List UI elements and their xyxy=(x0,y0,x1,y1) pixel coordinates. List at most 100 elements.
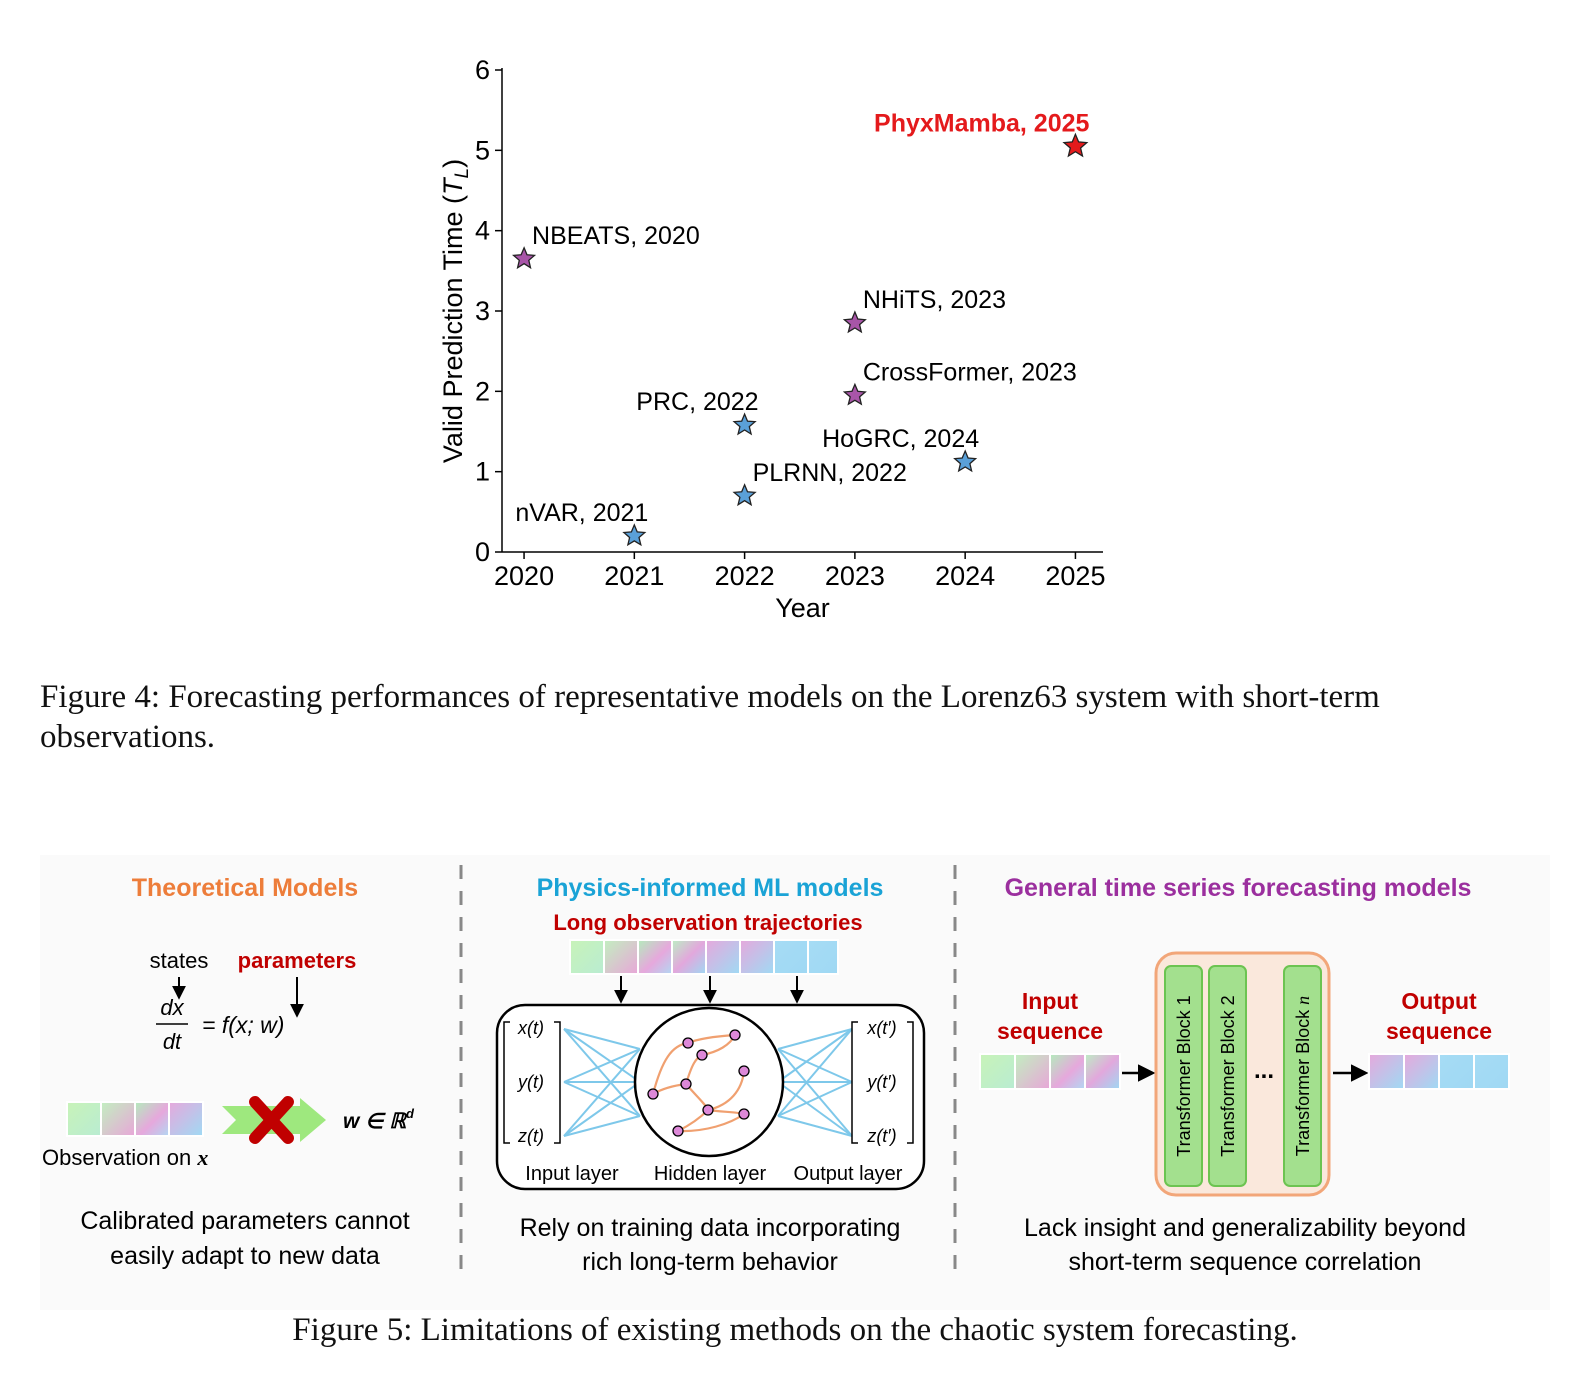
y-tick-label: 5 xyxy=(475,135,490,165)
traj-cell xyxy=(807,939,839,975)
y-tick-label: 6 xyxy=(475,55,490,85)
data-point-star xyxy=(842,310,867,334)
data-point-star xyxy=(1062,132,1089,158)
output-sequence-label-1: Output xyxy=(1401,988,1477,1014)
input-cell xyxy=(979,1053,1016,1090)
input-x: x(t) xyxy=(517,1018,544,1038)
obs-cell xyxy=(66,1101,102,1137)
y-tick-label: 1 xyxy=(475,457,490,487)
parameters-label: parameters xyxy=(238,948,357,973)
x-tick-label: 2025 xyxy=(1045,561,1105,591)
panel2-limitation-line2: rich long-term behavior xyxy=(582,1248,838,1276)
data-point-star xyxy=(732,412,757,436)
eq-rhs: = f(x; w) xyxy=(202,1012,284,1038)
output-layer-label: Output layer xyxy=(794,1163,903,1185)
transformer-block-1-label: Transformer Block 1 xyxy=(1174,995,1194,1156)
blocks-ellipsis: ... xyxy=(1254,1057,1274,1084)
transformer-block-n xyxy=(1283,965,1322,1187)
data-point-label: NBEATS, 2020 xyxy=(532,222,700,250)
y-tick-label: 0 xyxy=(475,537,490,567)
transformer-block-2 xyxy=(1208,965,1247,1187)
input-z: z(t) xyxy=(517,1126,544,1146)
traj-cell xyxy=(637,939,673,975)
traj-cell xyxy=(569,939,605,975)
x-axis-label: Year xyxy=(775,593,830,623)
data-point-label: NHiTS, 2023 xyxy=(863,286,1006,314)
input-connections xyxy=(563,1028,641,1137)
data-point-label: PLRNN, 2022 xyxy=(753,459,907,487)
transformer-block-2-label: Transformer Block 2 xyxy=(1218,995,1238,1156)
output-y: y(t′) xyxy=(865,1072,896,1092)
traj-cell xyxy=(739,939,775,975)
x-tick-label: 2020 xyxy=(494,561,554,591)
data-point-label: HoGRC, 2024 xyxy=(822,425,979,453)
eq-lhs-denominator: dt xyxy=(163,1029,182,1054)
output-connections xyxy=(777,1028,853,1137)
input-y: y(t) xyxy=(516,1072,544,1092)
traj-cell xyxy=(773,939,809,975)
obs-cell xyxy=(168,1101,204,1137)
long-trajectory-sequence xyxy=(569,939,839,975)
panel3-limitation-line2: short-term sequence correlation xyxy=(1069,1248,1422,1276)
input-layer-label: Input layer xyxy=(525,1163,619,1185)
output-cell xyxy=(1368,1053,1405,1090)
output-cell xyxy=(1403,1053,1440,1090)
y-axis-label: Valid Prediction Time (TL) xyxy=(438,159,473,463)
figure4-caption-line2: observations. xyxy=(40,719,216,755)
observation-label: Observation on x xyxy=(42,1145,208,1170)
panel1-limitation-line1: Calibrated parameters cannot xyxy=(80,1207,409,1235)
output-sequence xyxy=(1368,1053,1510,1090)
data-point-star xyxy=(732,483,757,507)
input-sequence xyxy=(979,1053,1121,1090)
output-cell xyxy=(1438,1053,1475,1090)
obs-cell xyxy=(100,1101,136,1137)
y-tick-label: 3 xyxy=(475,296,490,326)
figure4-chart: 2020 2021 2022 2023 2024 2025 0 1 2 3 4 5 6 Year Valid… xyxy=(438,55,1105,623)
output-x: x(t′) xyxy=(866,1018,896,1038)
output-bracket-right xyxy=(907,1021,914,1144)
traj-cell xyxy=(705,939,741,975)
panel3-limitation-line1: Lack insight and generalizability beyond xyxy=(1024,1214,1466,1242)
input-cell xyxy=(1084,1053,1121,1090)
panel3-title: General time series forecasting models xyxy=(1005,874,1472,902)
panel2-limitation-line1: Rely on training data incorporating xyxy=(520,1214,901,1242)
input-bracket-right xyxy=(554,1021,561,1144)
obs-cell xyxy=(134,1101,170,1137)
y-tick-label: 2 xyxy=(475,376,490,406)
data-point-label: nVAR, 2021 xyxy=(515,499,648,527)
figure4-caption: Figure 4: Forecasting performances of re… xyxy=(40,677,1560,757)
data-point-star xyxy=(842,382,867,406)
input-bracket-left xyxy=(503,1021,510,1144)
transformer-block-1 xyxy=(1164,965,1203,1187)
output-sequence-label-2: sequence xyxy=(1386,1018,1492,1044)
data-point-star xyxy=(511,246,537,270)
output-cell xyxy=(1473,1053,1510,1090)
hidden-layer-label: Hidden layer xyxy=(654,1163,767,1185)
output-z: z(t′) xyxy=(866,1126,896,1146)
traj-cell xyxy=(671,939,707,975)
states-label: states xyxy=(150,948,209,973)
panel1-title: Theoretical Models xyxy=(132,874,358,902)
eq-lhs-numerator: dx xyxy=(160,995,184,1020)
data-point-label: PRC, 2022 xyxy=(636,388,758,416)
data-point-label: PhyxMamba, 2025 xyxy=(874,109,1089,137)
panel1-limitation-line2: easily adapt to new data xyxy=(110,1242,380,1270)
data-point-star xyxy=(622,523,647,547)
panel2-subtitle: Long observation trajectories xyxy=(553,910,862,935)
figure4-caption-line1: Figure 4: Forecasting performances of re… xyxy=(40,679,1380,715)
red-x-icon xyxy=(249,1096,294,1144)
x-tick-label: 2021 xyxy=(604,561,664,591)
w-label: w ∈ ℝd xyxy=(343,1106,415,1133)
input-sequence-label-2: sequence xyxy=(997,1018,1103,1044)
data-point-label: CrossFormer, 2023 xyxy=(863,358,1077,386)
input-sequence-label-1: Input xyxy=(1022,988,1079,1014)
panel2-title: Physics-informed ML models xyxy=(537,874,884,902)
hidden-neurons xyxy=(647,1029,750,1137)
input-cell xyxy=(1049,1053,1086,1090)
y-tick-label: 4 xyxy=(475,216,490,246)
figure5-caption: Figure 5: Limitations of existing method… xyxy=(292,1312,1298,1348)
output-bracket-left xyxy=(851,1021,858,1144)
x-tick-label: 2023 xyxy=(825,561,885,591)
traj-cell xyxy=(603,939,639,975)
